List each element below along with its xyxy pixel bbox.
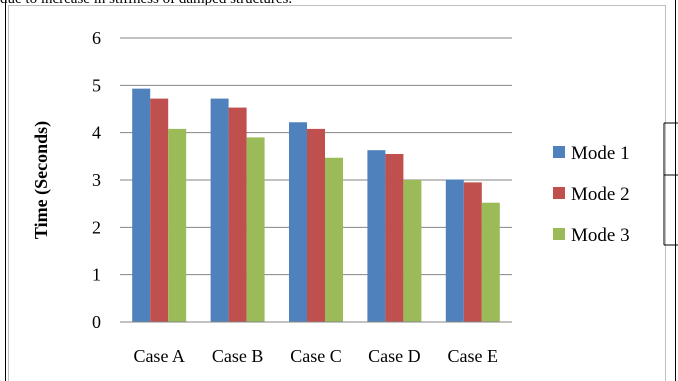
x-tick-label: Case C [290,346,342,366]
bar-mode-2-case-d [385,153,404,322]
bar-mode-3-case-d [403,180,422,322]
page-right-rule [675,0,676,381]
bar-mode-3-case-b [246,137,265,322]
bar-mode-1-case-a [132,88,151,322]
x-tick-label: Case B [212,346,264,366]
bars [132,88,500,323]
bar-mode-3-case-e [481,202,500,322]
y-tick-label: 1 [92,265,101,285]
legend-swatch [553,146,565,158]
side-table-fragment [663,122,678,246]
bar-mode-1-case-c [289,122,307,323]
y-tick-label: 5 [92,75,101,95]
legend-label: Mode 3 [571,225,630,246]
y-tick-label: 0 [92,312,101,332]
bar-mode-3-case-a [168,128,187,322]
x-tick-label: Case E [448,346,498,366]
y-tick-label: 4 [92,123,101,143]
y-tick-label: 3 [92,170,101,190]
legend-label: Mode 1 [571,143,630,164]
legend: Mode 1 Mode 2 Mode 3 [553,143,630,246]
legend-label: Mode 2 [571,184,630,205]
x-tick-labels: Case A Case B Case C Case D Case E [133,346,498,366]
y-tick-label: 6 [92,28,101,48]
legend-swatch [553,187,565,199]
bar-mode-1-case-e [445,179,464,322]
bar-mode-2-case-e [463,182,482,322]
bar-mode-1-case-d [367,150,386,322]
y-tick-labels: 0 1 2 3 4 5 6 [92,28,101,332]
bar-mode-2-case-c [307,128,325,322]
page-left-rule [5,0,6,381]
x-tick-label: Case D [368,346,421,366]
legend-swatch [553,228,565,240]
bar-mode-2-case-b [228,107,247,322]
bar-mode-2-case-a [150,98,169,322]
bar-mode-3-case-c [325,157,343,322]
y-tick-label: 2 [92,217,101,237]
y-axis-title: Time (Seconds) [31,121,52,239]
x-tick-label: Case A [133,346,185,366]
bar-mode-1-case-b [210,98,229,322]
top-text: due to increase in stiffness of damped s… [0,0,292,8]
